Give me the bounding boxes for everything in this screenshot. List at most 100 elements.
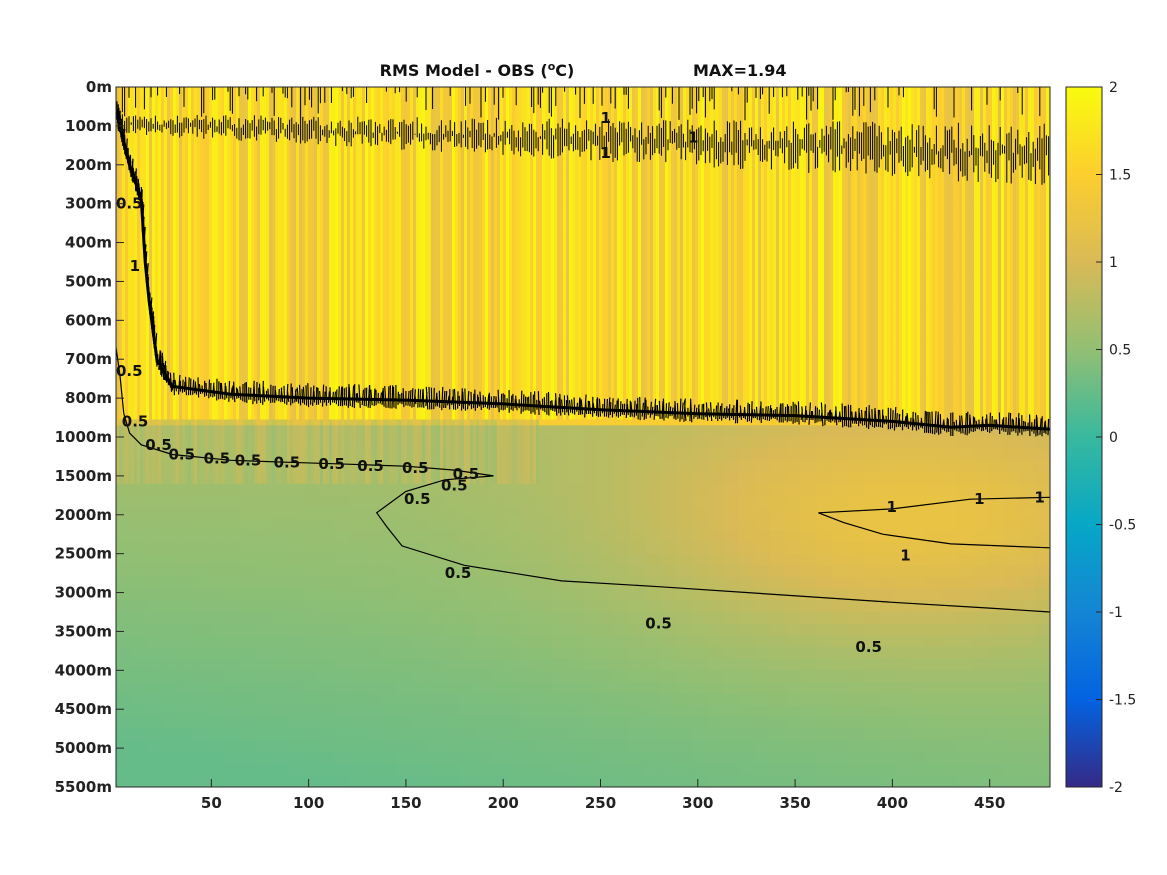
stripe xyxy=(263,87,266,420)
heatmap-cell xyxy=(629,565,646,578)
heatmap-cell xyxy=(769,612,786,625)
heatmap-cell xyxy=(941,460,958,473)
heatmap-cell xyxy=(318,507,335,520)
heatmap-cell xyxy=(520,530,537,543)
heatmap-cell xyxy=(785,635,802,648)
heatmap-cell xyxy=(769,600,786,613)
heatmap-cell xyxy=(209,682,226,695)
heatmap-cell xyxy=(427,740,444,753)
stripe xyxy=(1031,87,1034,420)
heatmap-cell xyxy=(660,763,677,776)
heatmap-cell xyxy=(878,670,895,683)
stripe xyxy=(902,87,905,420)
heatmap-cell xyxy=(178,553,195,566)
heatmap-cell xyxy=(116,670,133,683)
heatmap-cell xyxy=(505,530,522,543)
stripe xyxy=(473,419,476,484)
heatmap-cell xyxy=(116,518,133,531)
heatmap-cell xyxy=(676,658,693,671)
heatmap-cell xyxy=(583,728,600,741)
heatmap-cell xyxy=(925,752,942,765)
heatmap-cell xyxy=(551,542,569,555)
heatmap-cell xyxy=(287,565,304,578)
heatmap-cell xyxy=(707,437,724,450)
heatmap-cell xyxy=(707,763,724,776)
heatmap-cell xyxy=(147,658,164,671)
heatmap-cell xyxy=(1018,705,1036,718)
stripe xyxy=(566,87,569,420)
heatmap-cell xyxy=(209,483,226,496)
y-tick-label: 3500m xyxy=(55,622,112,640)
heatmap-cell xyxy=(738,740,755,753)
heatmap-cell xyxy=(240,553,257,566)
heatmap-cell xyxy=(147,635,164,648)
heatmap-cell xyxy=(941,717,958,730)
heatmap-cell xyxy=(754,553,771,566)
heatmap-cell xyxy=(987,705,1004,718)
heatmap-cell xyxy=(832,518,849,531)
heatmap-cell xyxy=(287,553,304,566)
heatmap-cell xyxy=(489,577,506,590)
heatmap-cell xyxy=(520,728,537,741)
heatmap-cell xyxy=(894,495,911,508)
heatmap-cell xyxy=(691,752,709,765)
heatmap-cell xyxy=(131,763,148,776)
heatmap-cell xyxy=(987,518,1004,531)
heatmap-cell xyxy=(738,775,755,787)
y-tick-label: 1000m xyxy=(55,428,112,446)
stripe xyxy=(230,87,233,420)
heatmap-cell xyxy=(583,740,600,753)
heatmap-cell xyxy=(271,705,288,718)
heatmap-cell xyxy=(894,670,911,683)
heatmap-cell xyxy=(536,728,553,741)
stripe xyxy=(467,419,470,484)
heatmap-cell xyxy=(520,553,537,566)
heatmap-cell xyxy=(1018,472,1036,485)
heatmap-cell xyxy=(318,658,335,671)
heatmap-cell xyxy=(785,670,802,683)
stripe xyxy=(227,87,230,420)
heatmap-cell xyxy=(754,483,771,496)
heatmap-cell xyxy=(629,577,646,590)
heatmap-cell xyxy=(333,577,351,590)
heatmap-cell xyxy=(800,530,818,543)
heatmap-cell xyxy=(551,612,569,625)
heatmap-cell xyxy=(131,647,148,660)
heatmap-cell xyxy=(1018,623,1036,636)
heatmap-cell xyxy=(816,553,833,566)
heatmap-cell xyxy=(256,740,273,753)
heatmap-cell xyxy=(240,635,257,648)
heatmap-cell xyxy=(894,542,911,555)
heatmap-cell xyxy=(318,670,335,683)
heatmap-cell xyxy=(302,495,319,508)
heatmap-cell xyxy=(769,740,786,753)
heatmap-cell xyxy=(505,763,522,776)
heatmap-cell xyxy=(147,530,164,543)
stripe xyxy=(1016,87,1019,420)
heatmap-cell xyxy=(941,448,958,461)
heatmap-cell xyxy=(723,577,740,590)
heatmap-cell xyxy=(707,565,724,578)
stripe xyxy=(506,419,509,484)
heatmap-cell xyxy=(909,542,927,555)
heatmap-cell xyxy=(287,728,304,741)
heatmap-cell xyxy=(442,775,460,787)
heatmap-cell xyxy=(116,600,133,613)
heatmap-cell xyxy=(302,483,319,496)
heatmap-cell xyxy=(1003,752,1020,765)
heatmap-cell xyxy=(878,437,895,450)
heatmap-cell xyxy=(474,530,491,543)
heatmap-cell xyxy=(800,495,818,508)
heatmap-cell xyxy=(458,658,475,671)
heatmap-cell xyxy=(442,623,460,636)
heatmap-cell xyxy=(396,670,413,683)
heatmap-cell xyxy=(614,647,631,660)
heatmap-cell xyxy=(878,588,895,601)
heatmap-cell xyxy=(769,460,786,473)
heatmap-cell xyxy=(458,623,475,636)
heatmap-cell xyxy=(302,588,319,601)
heatmap-cell xyxy=(333,728,351,741)
heatmap-cell xyxy=(832,717,849,730)
heatmap-cell xyxy=(614,693,631,706)
heatmap-cell xyxy=(256,542,273,555)
